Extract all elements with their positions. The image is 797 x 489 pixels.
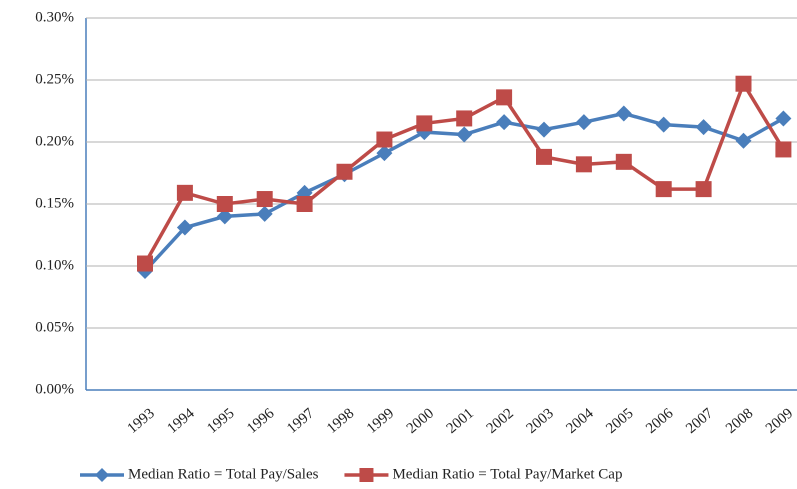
point [216, 196, 233, 212]
point [336, 163, 353, 180]
point [137, 255, 153, 272]
point [655, 116, 672, 133]
point [575, 114, 592, 131]
x-tick-label: 2006 [643, 405, 677, 437]
point [575, 156, 592, 173]
x-tick-label: 2008 [723, 405, 756, 437]
legend-marker [359, 468, 374, 482]
x-tick-label: 2001 [444, 405, 477, 437]
y-tick-label: 0.00% [35, 381, 74, 397]
point [376, 145, 393, 162]
x-tick-label: 1996 [244, 405, 278, 437]
y-tick-label: 0.25% [35, 71, 74, 87]
point [735, 75, 752, 92]
point [176, 184, 193, 201]
x-tick-label: 2003 [524, 405, 557, 437]
legend-label: Median Ratio = Total Pay/Market Cap [392, 466, 622, 482]
legend-marker [95, 468, 109, 482]
point [496, 114, 513, 131]
x-tick-label: 1993 [125, 405, 158, 437]
point [176, 219, 193, 236]
y-tick-label: 0.30% [35, 9, 74, 25]
point [775, 110, 792, 127]
point [615, 153, 632, 170]
x-tick-label: 1994 [164, 405, 198, 437]
point [536, 121, 552, 138]
point [256, 191, 273, 208]
point [216, 208, 233, 225]
y-tick-label: 0.15% [35, 195, 74, 211]
y-tick-label: 0.05% [35, 319, 74, 335]
x-tick-label: 2005 [603, 405, 636, 437]
point [536, 148, 552, 165]
x-tick-label: 1995 [204, 405, 237, 437]
point [615, 105, 632, 122]
legend-label: Median Ratio = Total Pay/Sales [128, 466, 319, 482]
point [695, 119, 712, 136]
point [416, 115, 433, 132]
y-tick-label: 0.10% [35, 257, 74, 273]
x-tick-label: 2009 [763, 405, 796, 437]
point [775, 141, 792, 158]
point [376, 131, 393, 148]
point [735, 132, 752, 149]
y-tick-label: 0.20% [35, 133, 74, 149]
point [695, 181, 712, 198]
x-tick-label: 1997 [284, 405, 318, 437]
point [256, 205, 273, 222]
x-tick-label: 2000 [404, 405, 437, 437]
point [456, 126, 473, 143]
x-tick-label: 2004 [563, 405, 597, 437]
point [456, 110, 473, 127]
point [496, 89, 513, 106]
point [655, 181, 672, 198]
x-tick-label: 1998 [324, 405, 357, 437]
x-tick-label: 2007 [683, 405, 717, 437]
x-tick-label: 2002 [484, 405, 517, 437]
x-tick-label: 1999 [364, 405, 397, 437]
point [296, 196, 313, 212]
